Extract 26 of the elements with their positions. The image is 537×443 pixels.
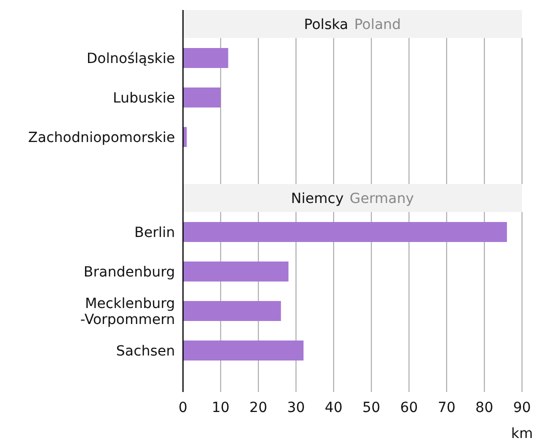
x-tick-label: 50 [362,400,380,416]
bar [183,340,304,360]
chart-title: Polska [304,17,348,33]
y-tick-label: Zachodniopomorskie [28,130,175,146]
x-tick-label: 20 [249,400,268,416]
chart-title: Niemcy [291,191,344,207]
y-tick-label: Dolnośląskie [86,51,175,67]
bar [183,262,288,282]
x-tick-label: 80 [475,400,494,416]
x-axis-title: km [511,426,533,442]
x-tick-label: 10 [212,400,230,416]
y-tick-label: Sachsen [116,344,175,360]
y-tick-label: Berlin [134,225,175,241]
x-tick-label: 0 [178,400,188,416]
x-tick-label: 60 [400,400,418,416]
bar [183,222,507,242]
bar [183,301,281,321]
x-tick-label: 30 [287,400,305,416]
x-tick-label: 40 [324,400,343,416]
y-tick-label: Lubuskie [112,90,175,106]
x-tick-label: 70 [438,400,456,416]
y-tick-label: Mecklenburg-Vorpommern [80,296,175,328]
chart-subtitle: Poland [354,17,401,33]
y-tick-label: Brandenburg [84,264,175,280]
chart-subtitle: Germany [350,191,414,207]
x-tick-label: 90 [513,400,531,416]
